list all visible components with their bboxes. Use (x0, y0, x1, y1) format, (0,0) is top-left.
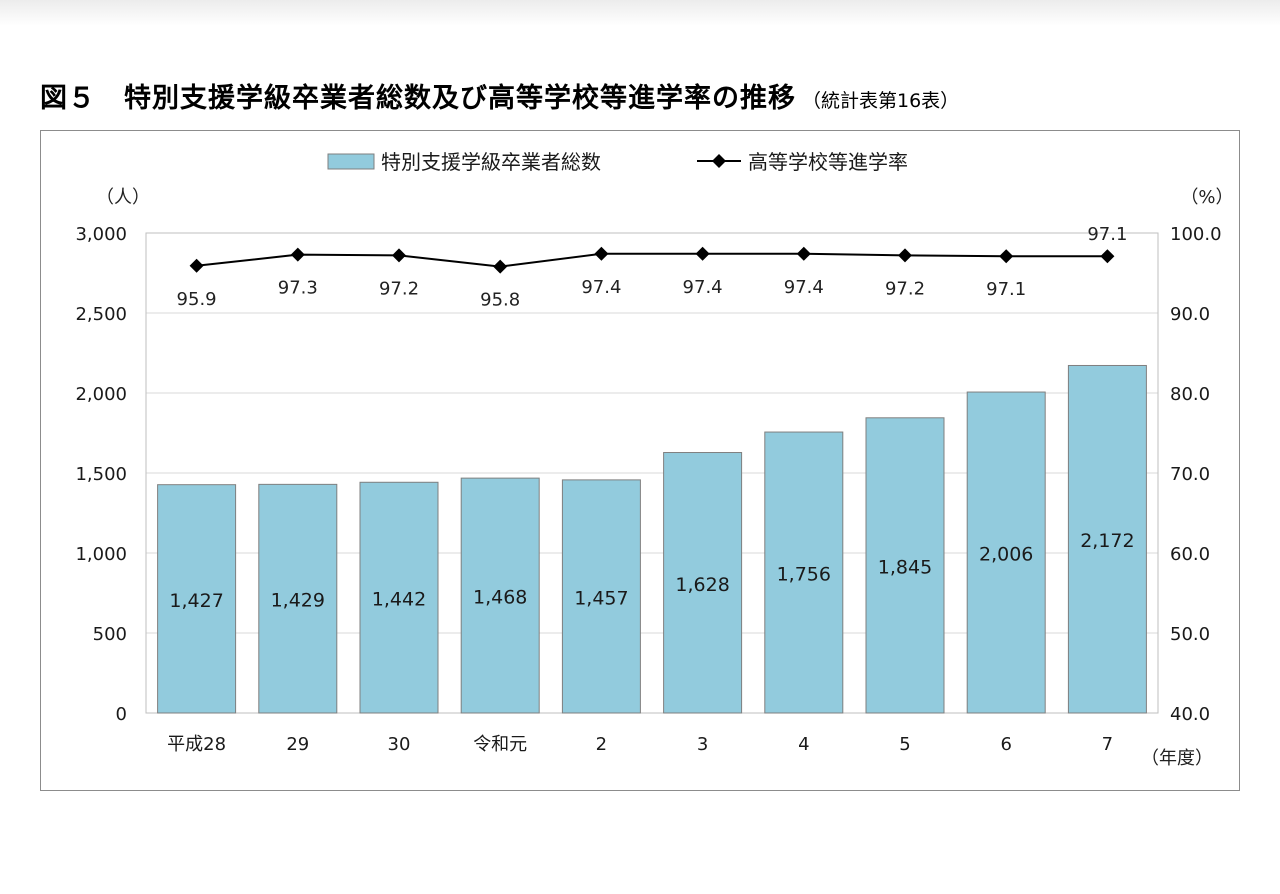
left-axis-tick-label: 500 (93, 624, 127, 645)
bar (460, 477, 540, 714)
right-axis-tick-label: 50.0 (1170, 624, 1210, 645)
x-axis-tick-label: 6 (1000, 734, 1011, 755)
x-axis-tick-label: 4 (798, 734, 809, 755)
chart-frame: 1,427 1,429 1,442 1,468 1,457 1,628 1,756 1,845… (40, 130, 1240, 791)
x-axis-unit: （年度） (1141, 748, 1213, 769)
bar (561, 479, 641, 714)
rate-marker (290, 247, 305, 262)
left-axis-tick-label: 1,500 (75, 464, 127, 485)
right-axis-tick-label: 60.0 (1170, 544, 1210, 565)
bar-value-label: 1,429 (271, 590, 325, 612)
legend-bar-swatch (327, 153, 375, 170)
left-axis-tick-label: 2,500 (75, 304, 127, 325)
bar-value-label: 1,628 (675, 574, 729, 596)
left-axis-unit: （人） (96, 187, 150, 208)
bar-value-label: 1,457 (574, 587, 628, 609)
right-axis-unit: （%） (1180, 187, 1233, 208)
bar-value-label: 1,468 (473, 587, 527, 609)
rate-marker (1100, 249, 1115, 264)
bar-value-label: 2,172 (1080, 530, 1134, 552)
rate-marker (898, 248, 912, 263)
left-axis-tick-label: 3,000 (75, 224, 127, 245)
axes: 0 500 1,000 1,500 2,000 2,500 3,000 40.0 50.0 60.… (75, 187, 1233, 769)
right-axis-tick-label: 100.0 (1170, 224, 1222, 245)
legend-line-marker (712, 154, 726, 168)
chart-title-note: （統計表第16表） (802, 90, 960, 112)
line-series: 95.9 97.3 97.2 95.8 97.4 97.4 97.4 97.2 97.1 97.1 (177, 224, 1128, 310)
top-shadow (0, 0, 1280, 26)
right-axis-tick-label: 90.0 (1170, 304, 1210, 325)
bar-value-label: 1,756 (777, 564, 831, 586)
bar (359, 481, 439, 714)
right-axis-tick-label: 80.0 (1170, 384, 1210, 405)
x-axis-tick-label: 29 (286, 734, 309, 755)
rate-value-label: 97.2 (885, 278, 925, 299)
legend: 特別支援学級卒業者総数 高等学校等進学率 (327, 150, 908, 174)
rate-value-label: 97.4 (581, 277, 621, 298)
bar-value-label: 1,845 (878, 556, 932, 578)
x-axis-tick-label: 平成28 (167, 734, 226, 755)
bar (157, 484, 237, 714)
bar (764, 431, 844, 714)
legend-bar-label: 特別支援学級卒業者総数 (381, 150, 601, 174)
rate-value-label: 97.4 (784, 277, 824, 298)
right-axis-tick-label: 40.0 (1170, 704, 1210, 725)
x-axis-tick-label: 30 (388, 734, 411, 755)
bar-value-label: 1,427 (169, 590, 223, 612)
rate-value-label: 97.2 (379, 278, 419, 299)
x-axis-tick-label: 2 (596, 734, 607, 755)
rate-marker (189, 258, 204, 273)
bar (663, 452, 743, 714)
bar (865, 417, 945, 714)
chart-title-main: 図５ 特別支援学級卒業者総数及び高等学校等進学率の推移 (40, 83, 796, 114)
rate-value-label: 97.1 (986, 279, 1026, 300)
bar (258, 483, 338, 714)
rate-value-label: 97.4 (683, 277, 723, 298)
bar (1067, 364, 1147, 714)
x-axis-tick-label: 5 (899, 734, 910, 755)
chart-title: 図５ 特別支援学級卒業者総数及び高等学校等進学率の推移 （統計表第16表） (40, 76, 959, 115)
x-axis-tick-label: 3 (697, 734, 708, 755)
left-axis-tick-label: 1,000 (75, 544, 127, 565)
legend-line-label: 高等学校等進学率 (748, 150, 908, 174)
bar (966, 391, 1046, 714)
combo-chart: 1,427 1,429 1,442 1,468 1,457 1,628 1,756 1,845… (75, 150, 1233, 769)
left-axis-tick-label: 2,000 (75, 384, 127, 405)
bar-series: 1,427 1,429 1,442 1,468 1,457 1,628 1,756 1,845… (157, 364, 1147, 714)
left-axis-tick-label: 0 (116, 704, 127, 725)
bar-value-label: 1,442 (372, 589, 426, 611)
rate-marker (392, 248, 406, 263)
rate-value-label: 97.1 (1087, 224, 1127, 245)
rate-marker (594, 246, 609, 261)
bar-value-label: 2,006 (979, 544, 1033, 566)
plot-area-border (145, 232, 1159, 714)
rate-line (196, 252, 1108, 268)
rate-marker (999, 249, 1014, 264)
rate-value-label: 95.8 (480, 290, 520, 311)
rate-value-label: 97.3 (278, 278, 318, 299)
rate-marker (695, 246, 710, 261)
right-axis-tick-label: 70.0 (1170, 464, 1210, 485)
x-axis-tick-label: 令和元 (473, 734, 527, 755)
rate-marker (796, 246, 811, 261)
x-axis-tick-label: 7 (1102, 734, 1113, 755)
rate-marker (493, 259, 508, 274)
rate-value-label: 95.9 (177, 289, 217, 310)
